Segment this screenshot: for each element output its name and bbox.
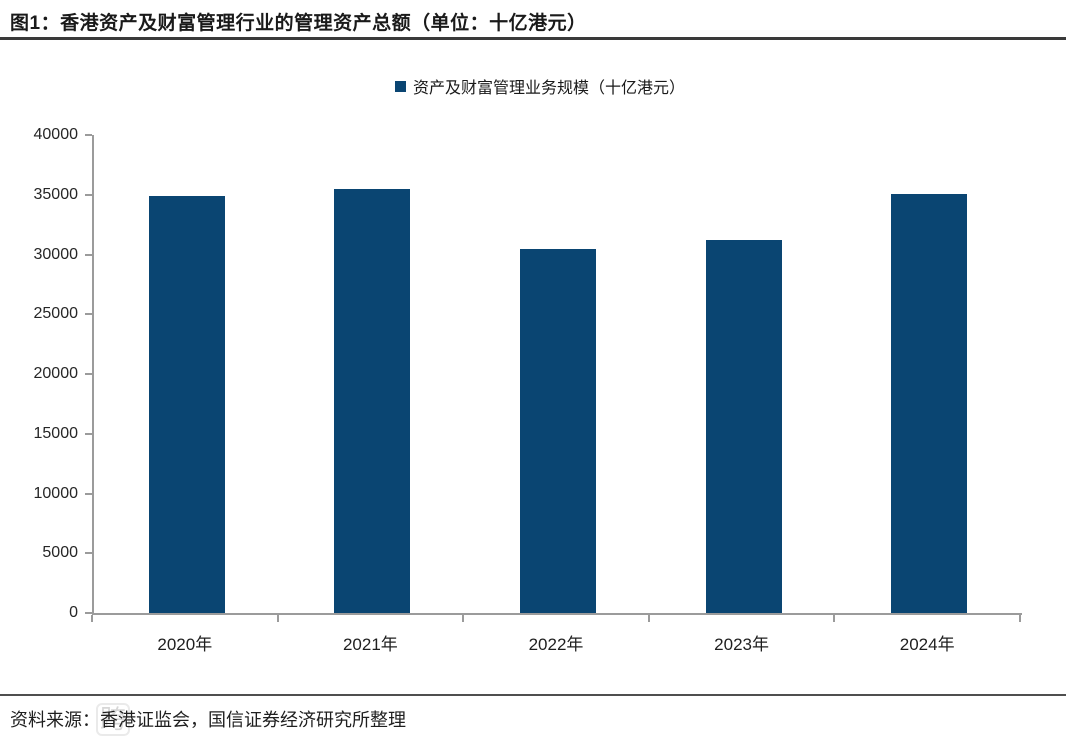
bar-chart-plot-area xyxy=(92,135,1022,615)
bar-2023年 xyxy=(705,240,782,613)
y-axis-tick-label: 20000 xyxy=(33,365,79,382)
figure-title: 图1：香港资产及财富管理行业的管理资产总额（单位：十亿港元） xyxy=(10,13,587,34)
x-axis-tick-mark xyxy=(647,615,650,622)
x-axis-tick-mark xyxy=(1019,615,1021,622)
y-axis-tick-mark xyxy=(85,313,92,316)
legend-swatch-icon xyxy=(394,80,406,92)
y-axis-tick-mark xyxy=(85,134,92,136)
source-note: 资料来源：香港证监会，国信证券经济研究所整理 xyxy=(10,710,406,730)
x-axis-tick-mark xyxy=(276,615,279,622)
x-axis-tick-mark xyxy=(462,615,465,622)
bar-2021年 xyxy=(334,189,411,613)
y-axis-tick-mark xyxy=(85,492,92,495)
y-axis-tick-label: 0 xyxy=(69,604,78,621)
bar-2020年 xyxy=(148,196,225,613)
y-axis-tick-mark xyxy=(85,612,92,614)
y-axis-tick-label: 5000 xyxy=(42,544,78,562)
y-axis-tick-label: 15000 xyxy=(33,424,79,442)
x-axis-tick-mark xyxy=(833,615,836,622)
bar-2022年 xyxy=(520,249,596,613)
y-axis-tick-mark xyxy=(85,253,92,256)
x-axis-tick-mark xyxy=(91,615,93,622)
footer-divider xyxy=(0,694,1066,696)
x-axis-category-label: 2023年 xyxy=(714,635,769,654)
legend-label: 资产及财富管理业务规模（十亿港元） xyxy=(412,80,686,97)
x-axis-category-label: 2024年 xyxy=(899,635,955,654)
x-axis-category-label: 2021年 xyxy=(342,635,398,654)
y-axis-tick-mark xyxy=(85,552,92,555)
x-axis-category-label: 2020年 xyxy=(157,635,213,654)
y-axis-tick-mark xyxy=(85,373,92,375)
y-axis-tick-label: 10000 xyxy=(33,484,79,502)
chart-legend: 资产及财富管理业务规模（十亿港元） xyxy=(394,74,686,98)
y-axis-tick-label: 25000 xyxy=(33,305,79,323)
y-axis-tick-mark xyxy=(85,193,92,196)
y-axis-tick-label: 35000 xyxy=(33,185,79,203)
title-divider xyxy=(0,37,1066,40)
y-axis-tick-label: 30000 xyxy=(33,245,79,263)
x-axis-category-label: 2022年 xyxy=(528,635,584,654)
bar-2024年 xyxy=(891,194,968,613)
y-axis-tick-label: 40000 xyxy=(33,126,79,143)
y-axis-tick-mark xyxy=(85,432,92,435)
